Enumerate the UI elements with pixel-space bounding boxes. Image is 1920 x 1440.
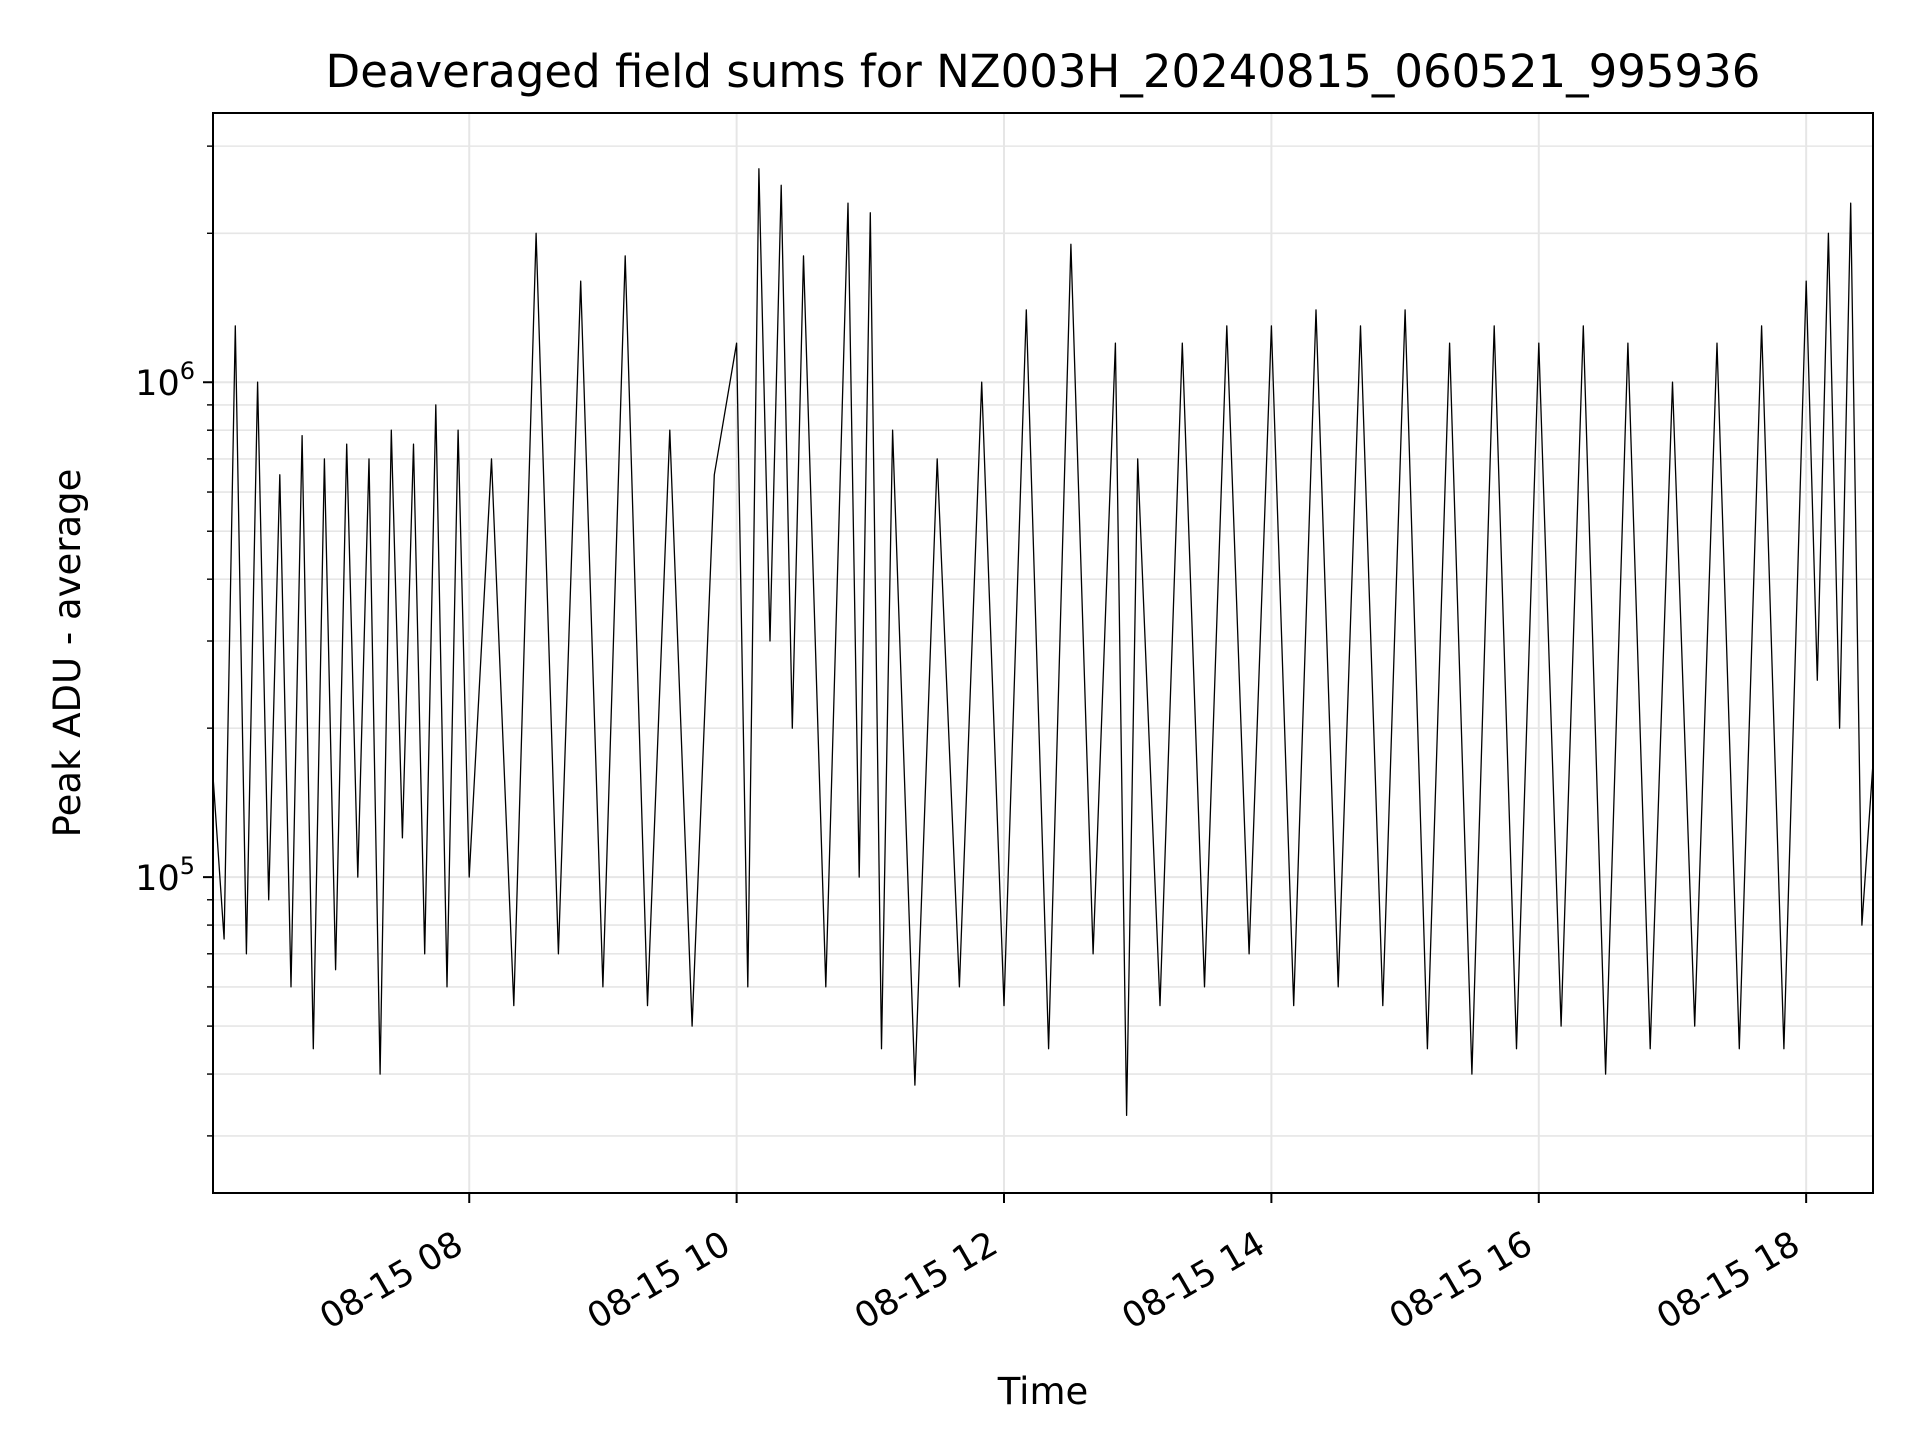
y-tick-exponent: 5 <box>180 852 195 880</box>
chart-title: Deaveraged field sums for NZ003H_2024081… <box>326 45 1761 98</box>
y-tick-exponent: 6 <box>180 357 195 385</box>
y-tick-base: 10 <box>135 859 180 899</box>
series-line <box>212 168 1874 1117</box>
y-tick-label: 105 <box>135 852 195 899</box>
y-tick-label: 106 <box>135 357 195 404</box>
series-layer <box>212 168 1874 1117</box>
plot-frame <box>212 112 1874 1194</box>
x-axis-label: Time <box>997 1370 1089 1413</box>
grid <box>213 113 1873 1193</box>
y-axis-label: Peak ADU - average <box>46 469 89 838</box>
y-tick-base: 10 <box>135 364 180 404</box>
